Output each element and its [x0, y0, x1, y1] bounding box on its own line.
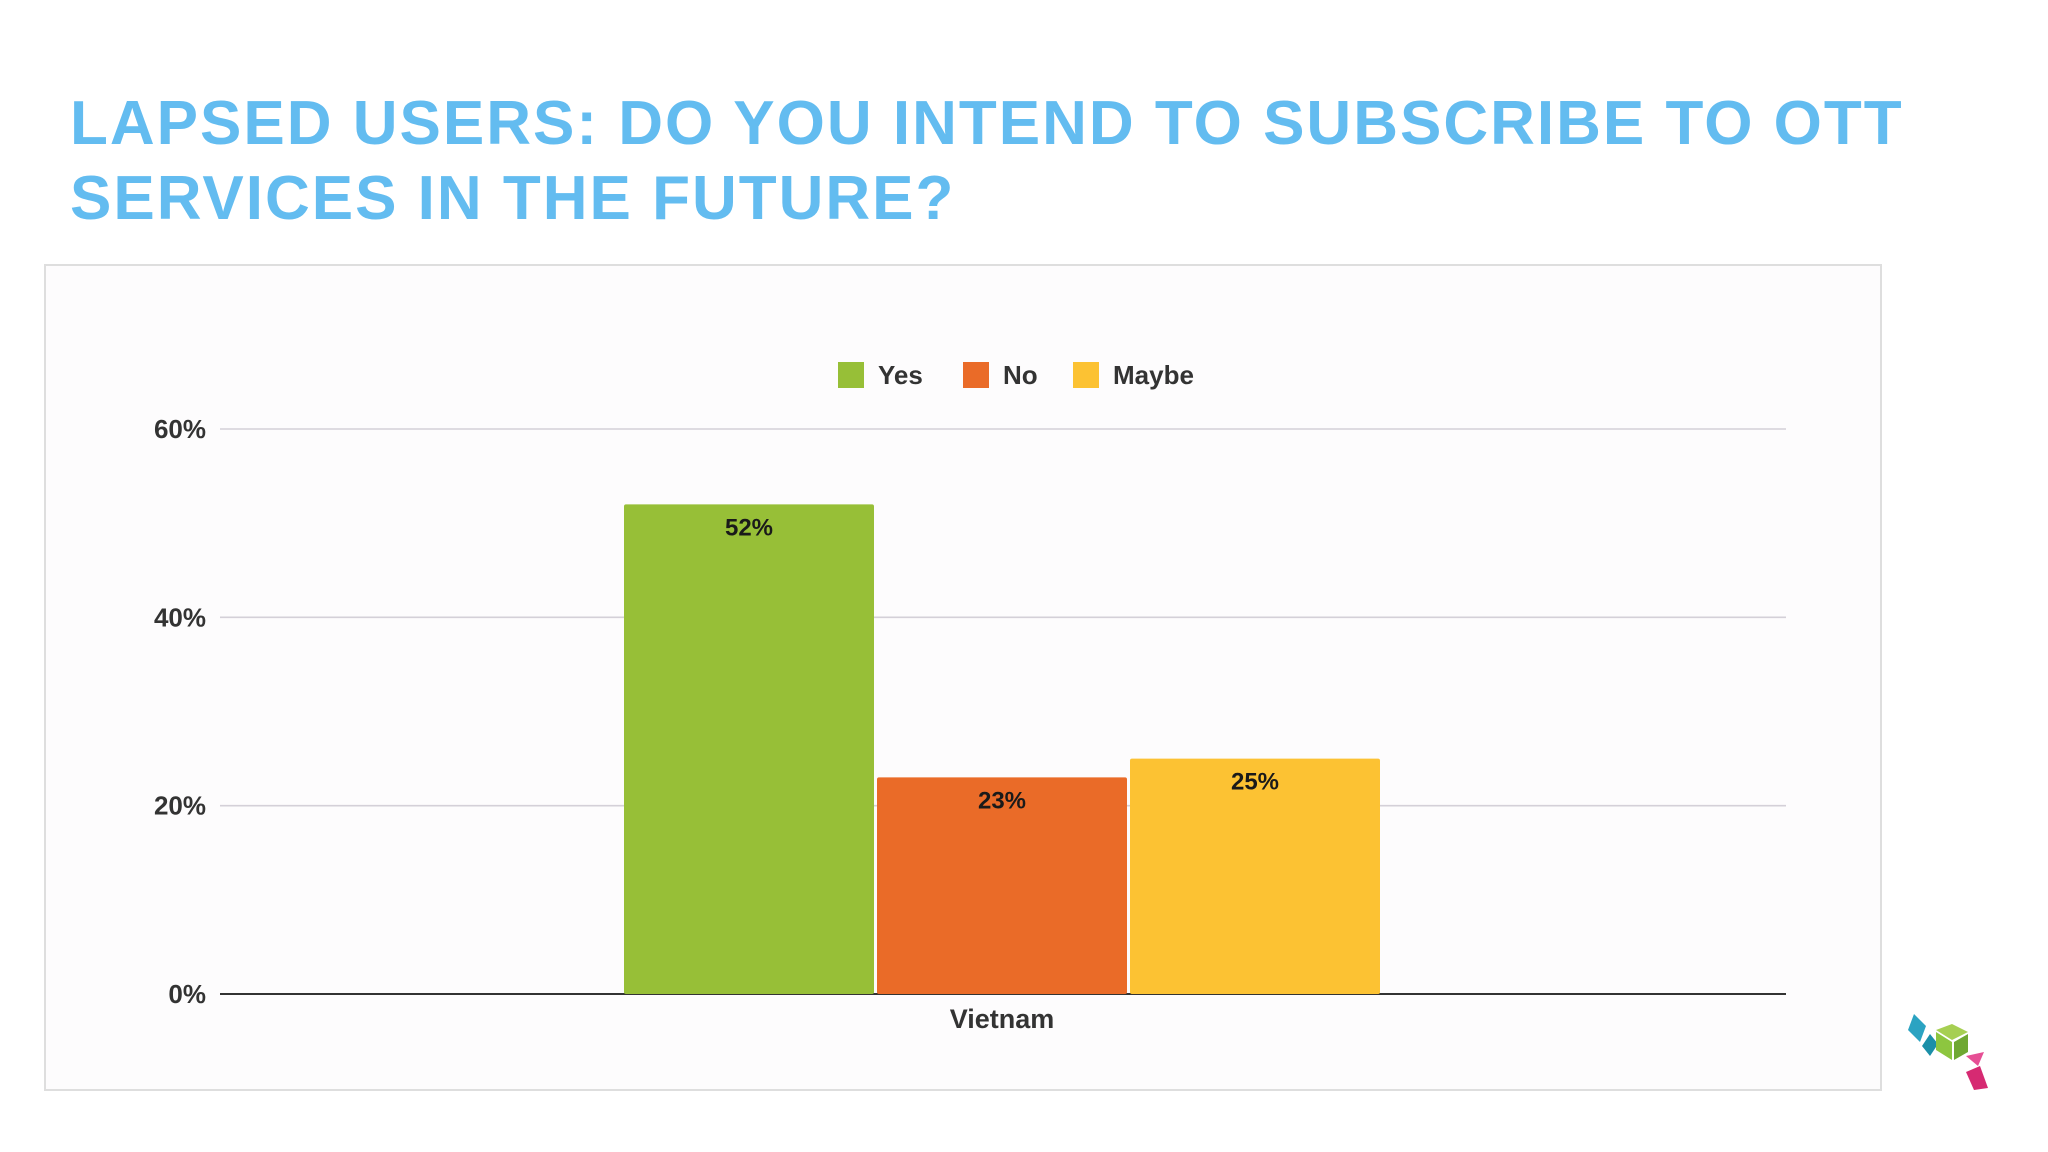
legend-label-yes: Yes — [878, 360, 923, 390]
legend-swatch-no — [963, 362, 989, 388]
data-label-maybe: 25% — [1231, 769, 1279, 796]
y-tick-label: 60% — [154, 414, 206, 444]
legend-item-yes: Yes — [838, 360, 923, 390]
logo-green-top — [1936, 1024, 1968, 1040]
logo-teal-block — [1908, 1014, 1926, 1042]
bar-yes — [624, 504, 874, 994]
legend-swatch-maybe — [1073, 362, 1099, 388]
legend-item-no: No — [963, 360, 1038, 390]
data-label-no: 23% — [978, 787, 1026, 814]
x-axis-ticks: Vietnam — [950, 1004, 1055, 1034]
chart-panel: 0% 20% 40% 60% 52% 23% 25% Vietnam Yes No Maybe — [44, 264, 1882, 1091]
y-axis-ticks: 0% 20% 40% 60% — [154, 414, 206, 1009]
legend-swatch-yes — [838, 362, 864, 388]
logo-green-left — [1936, 1032, 1952, 1060]
legend: Yes No Maybe — [838, 360, 1194, 390]
y-tick-label: 40% — [154, 602, 206, 632]
data-label-yes: 52% — [725, 514, 773, 541]
x-tick-label: Vietnam — [950, 1004, 1055, 1034]
cube-logo-icon — [1908, 1014, 1988, 1090]
slide-title: LAPSED USERS: DO YOU INTEND TO SUBSCRIBE… — [70, 89, 1904, 233]
legend-label-maybe: Maybe — [1113, 360, 1194, 390]
logo-teal-block-2 — [1922, 1034, 1938, 1056]
bars — [624, 504, 1380, 994]
y-tick-label: 20% — [154, 791, 206, 821]
bar-maybe — [1130, 758, 1380, 994]
logo-pink-bottom — [1966, 1066, 1988, 1090]
bar-chart: 0% 20% 40% 60% 52% 23% 25% Vietnam Yes No Maybe — [154, 360, 1786, 1034]
bar-no — [877, 777, 1127, 994]
logo-green-right — [1954, 1034, 1968, 1060]
legend-item-maybe: Maybe — [1073, 360, 1194, 390]
legend-label-no: No — [1003, 360, 1038, 390]
y-tick-label: 0% — [168, 979, 206, 1009]
logo-pink-top — [1966, 1052, 1984, 1066]
data-labels: 52% 23% 25% — [725, 514, 1279, 814]
